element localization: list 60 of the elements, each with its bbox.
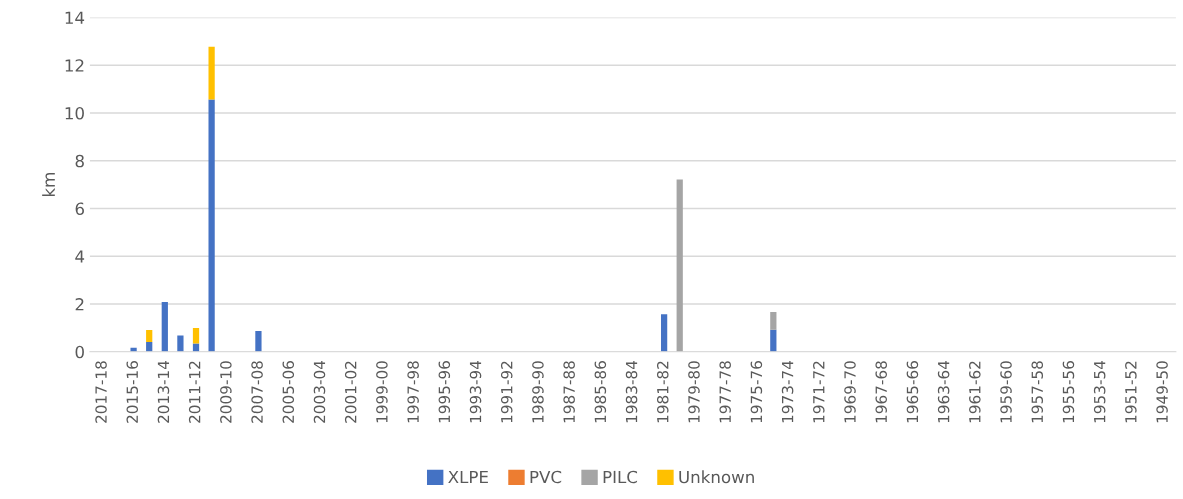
y-tick-label: 4 — [75, 250, 85, 263]
x-tick-label: 2015-16 — [126, 361, 139, 423]
x-tick-label: 1983-84 — [625, 360, 638, 423]
bar — [161, 302, 168, 352]
bar — [208, 46, 215, 100]
bar — [770, 311, 777, 330]
x-tick-label: 1977-78 — [719, 361, 731, 423]
y-tick-label: 2 — [75, 298, 84, 311]
x-tick-label: 1999-00 — [376, 361, 388, 423]
bar — [192, 343, 200, 352]
y-tick-label: 0 — [75, 345, 84, 359]
y-tick-label: 14 — [65, 11, 85, 24]
x-tick-label: 1985-86 — [594, 361, 607, 423]
y-tick-label: 8 — [75, 154, 84, 168]
x-tick-label: 2003-04 — [313, 360, 326, 423]
x-tick-label: 1951-52 — [1125, 361, 1137, 423]
bar — [255, 331, 262, 352]
x-tick-label: 2013-14 — [157, 360, 170, 423]
y-axis-title: km — [42, 173, 55, 197]
bar — [208, 99, 215, 352]
x-tick-label: 1963-64 — [937, 360, 950, 423]
bar — [770, 329, 777, 352]
x-tick-label: 1987-88 — [563, 361, 575, 423]
x-tick-label: 2007-08 — [251, 361, 263, 423]
x-tick-label: 1993-94 — [469, 360, 482, 423]
bar — [660, 314, 668, 352]
y-tick-label: 10 — [65, 106, 84, 120]
x-tick-label: 2011-12 — [188, 361, 201, 423]
x-tick-label: 2017-18 — [95, 361, 107, 423]
x-tick-label: 2009-10 — [220, 361, 232, 423]
x-tick-label: 1957-58 — [1031, 361, 1044, 423]
x-tick-label: 1955-56 — [1062, 361, 1075, 423]
x-tick-label: 1989-90 — [532, 361, 544, 423]
x-tick-label: 1997-98 — [407, 361, 419, 423]
legend-label: PVC — [530, 470, 562, 484]
x-tick-label: 1991-92 — [500, 361, 513, 423]
x-tick-label: 1959-60 — [1000, 361, 1012, 423]
x-tick-label: 1995-96 — [438, 361, 451, 423]
bar — [177, 335, 184, 352]
legend-label: PILC — [603, 470, 638, 484]
x-tick-label: 2005-06 — [282, 361, 295, 423]
x-tick-label: 1981-82 — [656, 361, 669, 423]
x-tick-label: 1953-54 — [1093, 360, 1106, 423]
legend-label: XLPE — [448, 470, 488, 484]
x-tick-label: 1965-66 — [906, 361, 919, 423]
x-tick-label: 1949-50 — [1156, 361, 1168, 423]
x-tick-label: 2001-02 — [344, 361, 357, 423]
x-tick-label: 1961-62 — [969, 361, 981, 423]
legend-label: Unknown — [679, 470, 754, 484]
x-tick-label: 1971-72 — [813, 361, 825, 423]
y-tick-label: 12 — [65, 59, 84, 72]
x-tick-label: 1973-74 — [781, 360, 794, 423]
x-tick-label: 1975-76 — [750, 361, 763, 423]
x-tick-label: 1969-70 — [844, 361, 856, 423]
x-tick-label: 1979-80 — [688, 361, 700, 423]
bar — [192, 327, 200, 344]
y-tick-label: 6 — [75, 202, 84, 216]
bar — [676, 179, 683, 352]
x-tick-label: 1967-68 — [875, 361, 887, 423]
bar — [146, 330, 153, 342]
